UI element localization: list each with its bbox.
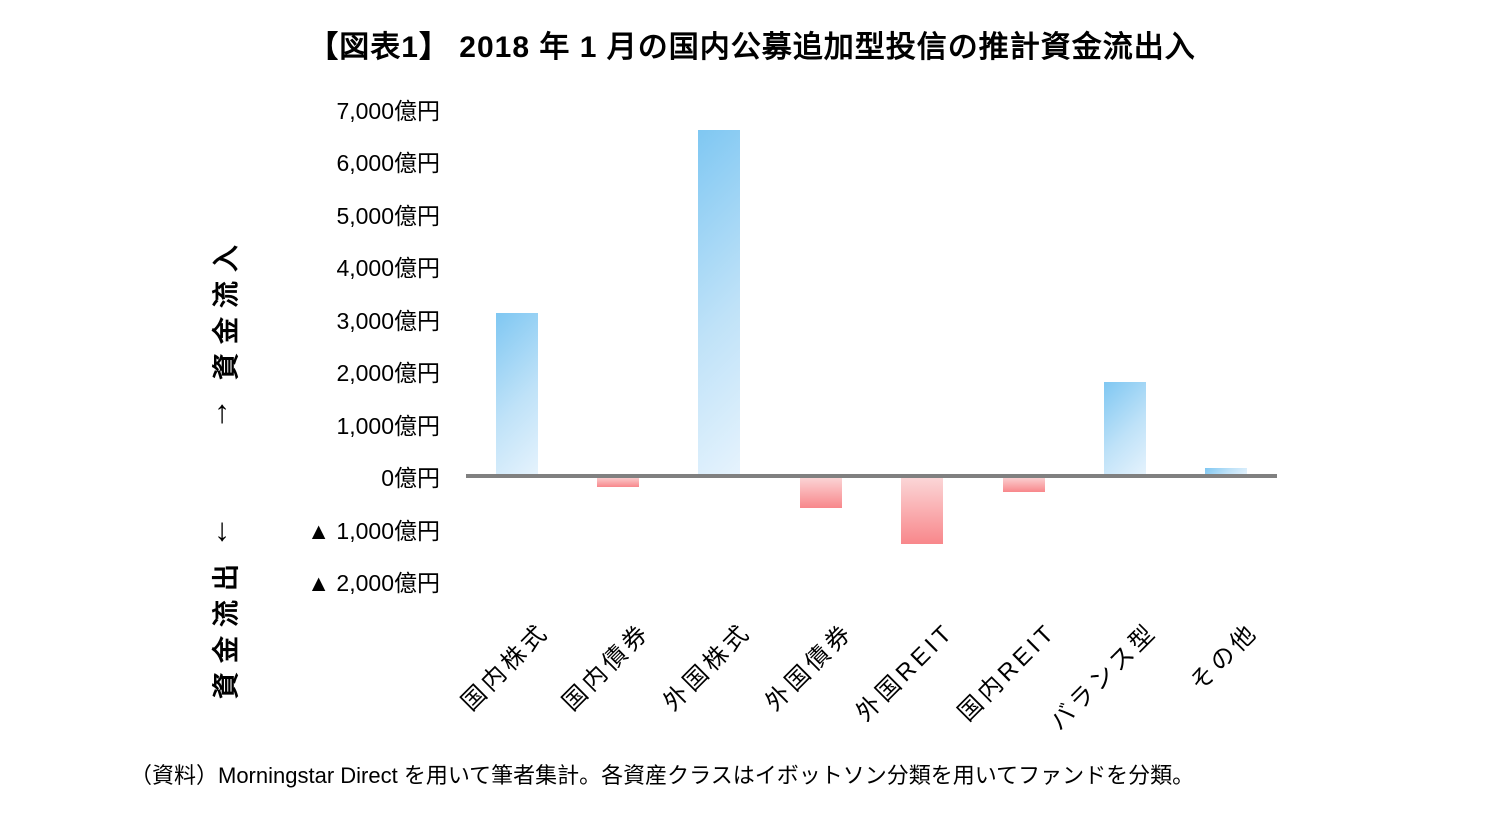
arrow-down-icon: ↓ xyxy=(214,511,230,548)
y-tick-label: 7,000億円 xyxy=(336,97,440,124)
bar-5 xyxy=(901,476,944,545)
y-tick-label: 5,000億円 xyxy=(336,202,440,229)
bar-2 xyxy=(597,476,640,487)
y-tick-label: ▲ 2,000億円 xyxy=(307,570,440,596)
x-axis-zero-line xyxy=(466,474,1277,478)
y-tick-label: 6,000億円 xyxy=(336,150,440,176)
y-tick-label: 1,000億円 xyxy=(336,412,440,439)
y-axis-inflow-label: 資金流入 xyxy=(211,236,242,380)
bar-3 xyxy=(698,129,741,476)
bar-7 xyxy=(1103,381,1146,476)
y-tick-label: 0億円 xyxy=(381,465,440,491)
bar-6 xyxy=(1002,476,1045,492)
source-note: （資料）Morningstar Direct を用いて筆者集計。各資産クラスはイ… xyxy=(130,763,1195,788)
y-axis-outflow-label: 資金流出 xyxy=(211,555,242,699)
arrow-up-icon: ↑ xyxy=(214,393,230,430)
bar-8 xyxy=(1205,468,1248,476)
chart-title: 【図表1】 2018 年 1 月の国内公募追加型投信の推計資金流出入 xyxy=(308,31,1196,64)
y-tick-label: 2,000億円 xyxy=(336,360,440,386)
bar-1 xyxy=(495,313,538,476)
bar-4 xyxy=(799,476,842,508)
y-tick-label: 4,000億円 xyxy=(336,255,440,281)
y-tick-label: ▲ 1,000億円 xyxy=(307,517,440,544)
y-tick-label: 3,000億円 xyxy=(336,307,440,334)
